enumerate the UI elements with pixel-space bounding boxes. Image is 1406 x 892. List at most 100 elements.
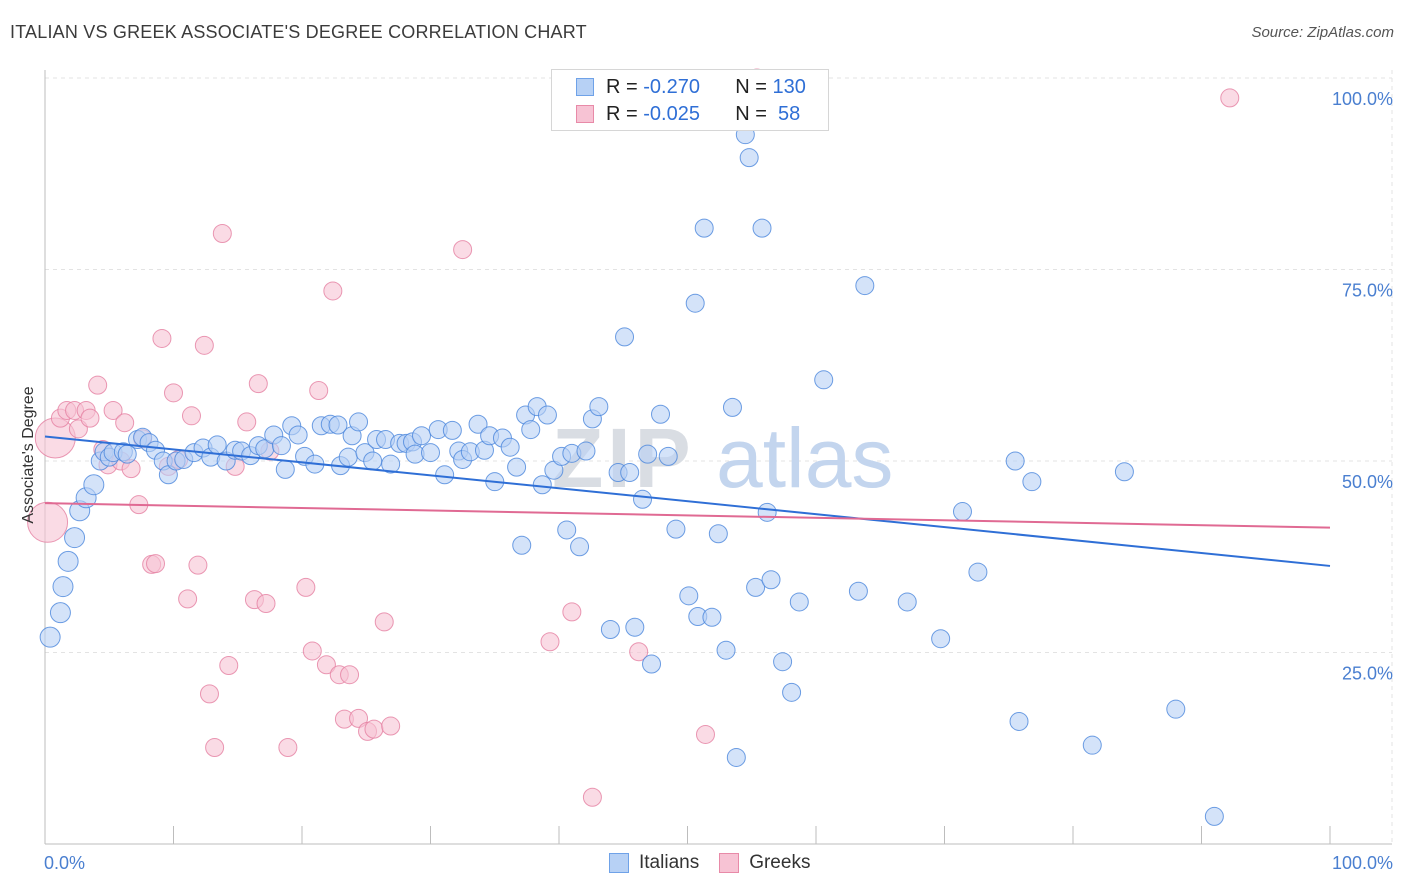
point-greeks: [256, 593, 276, 613]
point-greeks: [88, 375, 108, 395]
point-greeks: [178, 589, 198, 609]
point-greeks: [540, 632, 560, 652]
point-italians: [708, 524, 728, 544]
legend-r-label: R =: [606, 75, 638, 98]
point-greeks: [80, 408, 100, 428]
point-italians: [726, 747, 746, 767]
legend-r-value: -0.025: [643, 102, 700, 125]
point-italians: [328, 415, 348, 435]
point-italians: [782, 682, 802, 702]
point-greeks: [115, 413, 135, 433]
point-italians: [722, 397, 742, 417]
point-greeks: [364, 719, 384, 739]
point-greeks: [349, 708, 369, 728]
point-greeks: [205, 737, 225, 757]
point-greeks: [219, 656, 239, 676]
correlation-legend: R = -0.270 N = 130 R = -0.025 N = 58: [551, 69, 829, 131]
point-italians: [1009, 711, 1029, 731]
point-italians: [968, 562, 988, 582]
point-italians: [1204, 806, 1224, 826]
point-italians: [64, 527, 86, 549]
point-greeks: [340, 665, 360, 685]
point-greeks: [562, 602, 582, 622]
legend-row-greeks: R = -0.025 N = 58: [576, 101, 800, 127]
point-greeks: [181, 406, 201, 426]
point-italians: [952, 502, 972, 522]
watermark-atlas: atlas: [716, 411, 893, 505]
chart-title: ITALIAN VS GREEK ASSOCIATE'S DEGREE CORR…: [10, 22, 587, 42]
point-italians: [739, 148, 759, 168]
point-italians: [773, 652, 793, 672]
point-italians: [57, 550, 79, 572]
point-italians: [275, 459, 295, 479]
legend-label-greeks: Greeks: [749, 852, 811, 873]
legend-r-value: -0.270: [643, 75, 700, 98]
trend-line-italians: [44, 435, 1331, 567]
point-italians: [271, 436, 291, 456]
point-greeks: [302, 641, 322, 661]
y-tick-label: 100.0%: [1332, 89, 1393, 109]
point-italians: [752, 218, 772, 238]
point-italians: [746, 577, 766, 597]
legend-swatch-italians: [609, 853, 629, 873]
point-italians: [1022, 472, 1042, 492]
point-italians: [716, 640, 736, 660]
point-italians: [557, 520, 577, 540]
point-italians: [620, 462, 640, 482]
point-italians: [500, 437, 520, 457]
point-italians: [814, 370, 834, 390]
legend-swatch-greeks: [576, 105, 594, 123]
point-italians: [702, 607, 722, 627]
point-greeks: [695, 724, 715, 744]
point-italians: [651, 404, 671, 424]
point-italians: [412, 426, 432, 446]
point-greeks: [278, 737, 298, 757]
y-axis-label: Associate's Degree: [20, 386, 37, 523]
point-italians: [633, 489, 653, 509]
y-tick-label: 75.0%: [1342, 281, 1393, 301]
legend-n-label: N =: [735, 102, 767, 125]
point-greeks: [194, 335, 214, 355]
point-greeks: [164, 383, 183, 403]
point-italians: [666, 519, 686, 539]
point-italians: [468, 414, 488, 434]
point-italians: [576, 441, 596, 461]
point-greeks: [374, 612, 394, 632]
legend-r-label: R =: [606, 102, 638, 125]
point-italians: [363, 451, 383, 471]
point-greeks: [199, 684, 219, 704]
point-italians: [435, 465, 455, 485]
x-tick-label-right: 100.0%: [1332, 853, 1393, 873]
point-greeks: [212, 223, 232, 243]
point-italians: [642, 654, 662, 674]
point-italians: [421, 443, 440, 463]
axes: [44, 70, 1392, 845]
legend-row-italians: R = -0.270 N = 130: [576, 74, 806, 100]
point-italians: [789, 592, 809, 612]
legend-n-value: 130: [772, 75, 806, 98]
point-italians: [507, 457, 527, 477]
y-tick-label: 50.0%: [1342, 472, 1393, 492]
point-italians: [532, 475, 552, 495]
point-italians: [49, 602, 71, 624]
legend-item-greeks[interactable]: Greeks: [719, 852, 810, 874]
point-italians: [442, 420, 462, 440]
point-italians: [589, 397, 609, 417]
point-italians: [1166, 699, 1186, 719]
legend-label-italians: Italians: [639, 852, 700, 873]
point-greeks: [323, 281, 343, 301]
point-italians: [288, 425, 308, 445]
point-greeks: [381, 716, 401, 736]
point-italians: [338, 447, 358, 467]
series-legend: Italians Greeks: [609, 852, 830, 874]
point-italians: [512, 535, 532, 555]
legend-n-value: 58: [772, 102, 801, 125]
point-greeks: [296, 577, 316, 597]
source-credit: Source: ZipAtlas.com: [1251, 24, 1394, 41]
point-italians: [757, 502, 777, 522]
trend-lines: [44, 435, 1331, 567]
point-greeks: [146, 554, 166, 574]
legend-item-italians[interactable]: Italians: [609, 852, 699, 874]
point-italians: [349, 412, 369, 432]
